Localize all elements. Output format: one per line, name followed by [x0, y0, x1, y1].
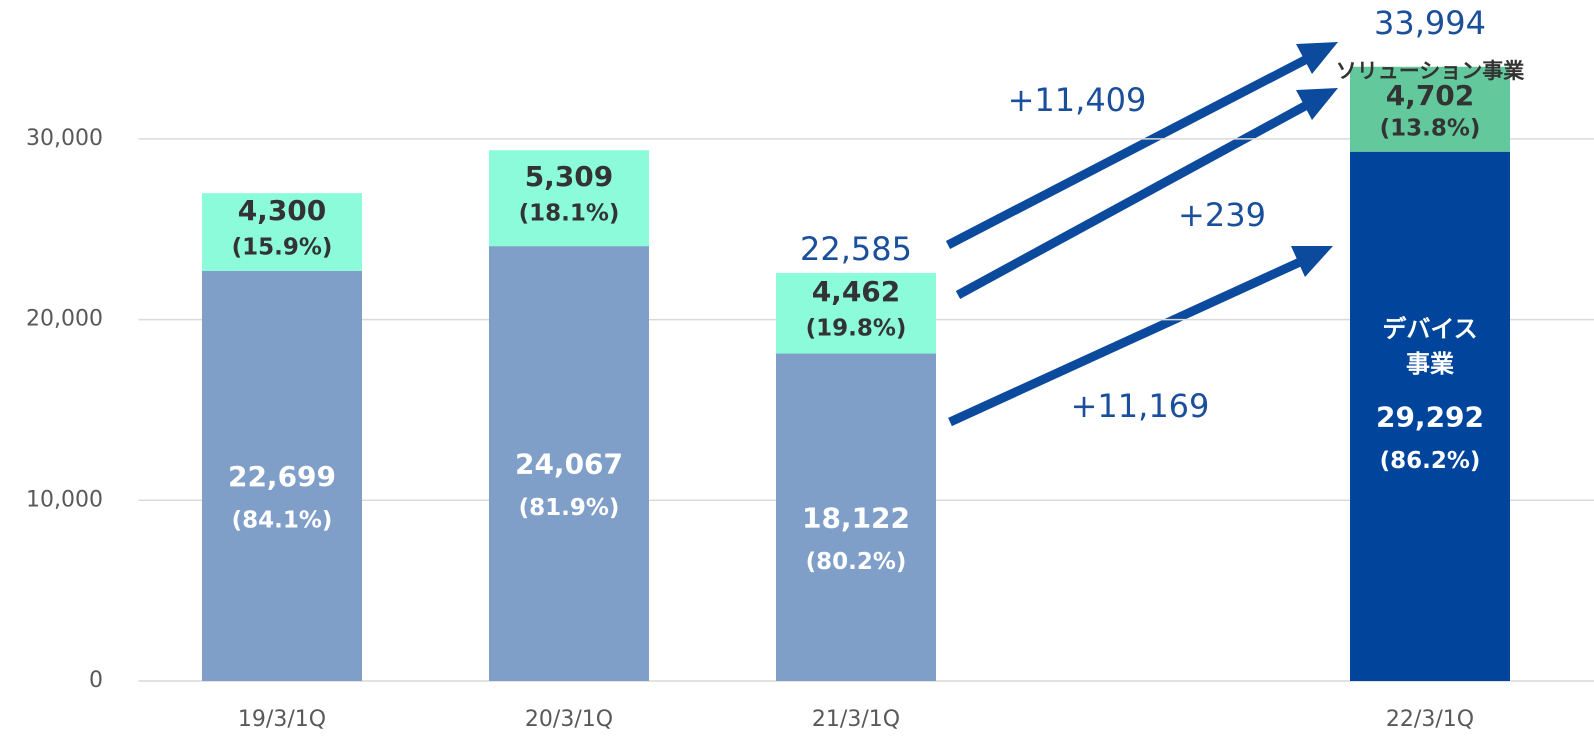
annotation: +11,169: [1071, 387, 1210, 425]
x-tick-label: 21/3/1Q: [812, 707, 900, 732]
share-label: (19.8%): [806, 316, 907, 342]
arrow: [955, 102, 1308, 299]
series-name: デバイス: [1382, 315, 1477, 343]
share-label: (84.1%): [232, 507, 333, 533]
y-tick-label: 20,000: [26, 307, 103, 332]
value-label: 5,309: [525, 160, 614, 193]
value-label: 22,699: [228, 460, 336, 493]
value-label: 4,702: [1386, 79, 1475, 112]
share-label: (15.9%): [232, 234, 333, 260]
x-tick-label: 22/3/1Q: [1386, 707, 1474, 732]
series-name: 事業: [1406, 350, 1454, 378]
arrow-head: [1296, 88, 1338, 120]
share-label: (80.2%): [806, 549, 907, 575]
y-tick-label: 30,000: [26, 126, 103, 151]
annotation: +11,409: [1008, 81, 1147, 119]
value-label: 24,067: [515, 448, 623, 481]
share-label: (13.8%): [1380, 116, 1481, 142]
share-label: (18.1%): [519, 201, 620, 227]
arrow-head: [1291, 246, 1333, 277]
value-label: 4,462: [812, 275, 901, 308]
arrows: [945, 42, 1338, 427]
bar-segment: [489, 150, 649, 247]
bar-segment: [776, 353, 936, 681]
value-label: 18,122: [802, 501, 910, 534]
bar-segment: [1350, 151, 1510, 681]
bar-segment: [202, 193, 362, 271]
arrow: [948, 257, 1302, 427]
total-label: 33,994: [1374, 4, 1486, 42]
value-label: 4,300: [238, 194, 327, 227]
x-tick-label: 19/3/1Q: [238, 707, 326, 732]
share-label: (81.9%): [519, 495, 620, 521]
bar-segment: [776, 272, 936, 354]
bar-segment: [1350, 66, 1510, 152]
series-name: ソリューション事業: [1336, 59, 1526, 83]
annotation: +239: [1178, 196, 1266, 234]
value-label: 29,292: [1376, 400, 1484, 433]
bar-segment: [202, 270, 362, 681]
share-label: (86.2%): [1380, 448, 1481, 474]
total-label: 22,585: [800, 230, 912, 268]
arrow: [945, 56, 1308, 249]
y-tick-label: 0: [89, 668, 103, 693]
arrow-head: [1296, 42, 1338, 74]
x-tick-label: 20/3/1Q: [525, 707, 613, 732]
bar-segment: [489, 246, 649, 681]
y-tick-label: 10,000: [26, 487, 103, 512]
